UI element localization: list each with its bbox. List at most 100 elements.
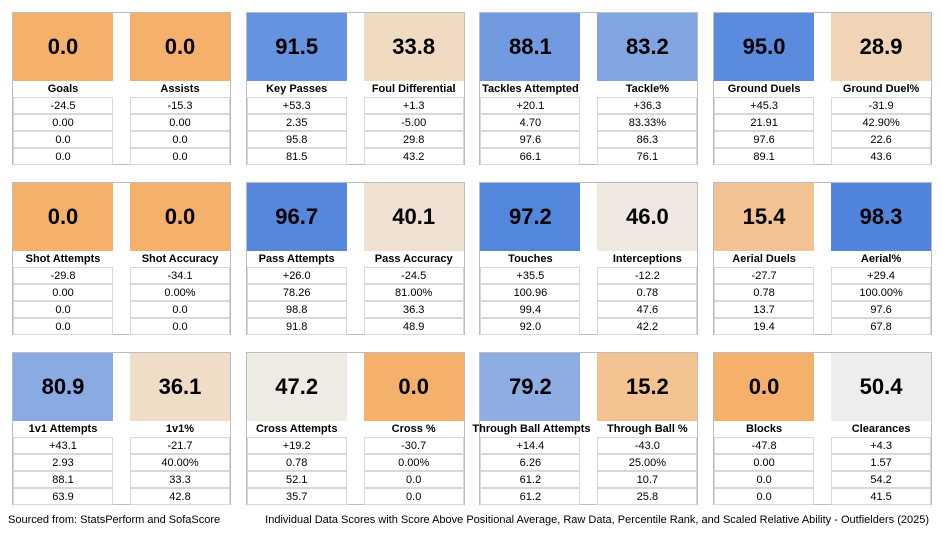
value-cell: 0.0 xyxy=(130,301,230,318)
value-cell: 0.00% xyxy=(363,454,464,471)
value-cell: 29.8 xyxy=(363,131,464,148)
value-cell: -31.9 xyxy=(831,97,932,114)
metric-label: Key Passes xyxy=(266,83,328,95)
metric-label: 1v1 Attempts xyxy=(28,423,98,435)
value-cell: 81.00% xyxy=(363,284,464,301)
score-box: 79.2 xyxy=(480,353,581,421)
value-cell: 21.91 xyxy=(714,114,815,131)
value-cell: 100.96 xyxy=(480,284,581,301)
value-cell: 99.4 xyxy=(480,301,581,318)
score-box: 83.2 xyxy=(597,13,698,81)
value-cell: 2.93 xyxy=(13,454,113,471)
value-cell: 98.8 xyxy=(246,301,347,318)
value-cell: +19.2 xyxy=(246,437,347,454)
value-cell: 100.00% xyxy=(831,284,932,301)
value-cell: -27.7 xyxy=(714,267,815,284)
value-cell: +29.4 xyxy=(831,267,932,284)
value-cell: 76.1 xyxy=(597,148,698,165)
value-cell: 0.0 xyxy=(13,131,113,148)
panel: 0.0 Blocks -47.8 0.00 0.0 0.0 50.4 Clearances +4… xyxy=(713,352,933,505)
value-cell: 81.5 xyxy=(246,148,347,165)
score-box: 95.0 xyxy=(714,13,815,81)
score-box: 46.0 xyxy=(597,183,698,251)
value-cell: 42.8 xyxy=(130,488,230,505)
value-cell: 0.0 xyxy=(714,471,815,488)
value-cell: -12.2 xyxy=(597,267,698,284)
value-cell: 97.6 xyxy=(480,131,581,148)
panel: 97.2 Touches +35.5 100.96 99.4 92.0 46.0 Interc… xyxy=(479,182,699,335)
value-cell: 0.0 xyxy=(13,148,113,165)
value-cell: 0.0 xyxy=(363,488,464,505)
value-cell: 4.70 xyxy=(480,114,581,131)
panel: 91.5 Key Passes +53.3 2.35 95.8 81.5 33.8 Foul … xyxy=(245,12,465,165)
score-box: 91.5 xyxy=(246,13,347,81)
value-cell: 0.00 xyxy=(13,284,113,301)
metric-label: Pass Attempts xyxy=(258,253,335,265)
value-cell: 6.26 xyxy=(480,454,581,471)
panel: 47.2 Cross Attempts +19.2 0.78 52.1 35.7 0.0 Cr… xyxy=(245,352,465,505)
metric-label: Ground Duel% xyxy=(842,83,920,95)
value-cell: +36.3 xyxy=(597,97,698,114)
metric-label: Interceptions xyxy=(612,253,682,265)
value-cell: -29.8 xyxy=(13,267,113,284)
score-box: 0.0 xyxy=(363,353,464,421)
value-cell: 0.0 xyxy=(13,301,113,318)
value-cell: 22.6 xyxy=(831,131,932,148)
value-cell: 0.78 xyxy=(597,284,698,301)
value-cell: 47.6 xyxy=(597,301,698,318)
value-cell: 0.00 xyxy=(13,114,113,131)
value-cell: 0.0 xyxy=(130,318,230,335)
score-box: 97.2 xyxy=(480,183,581,251)
score-box: 0.0 xyxy=(130,183,230,251)
value-cell: 43.2 xyxy=(363,148,464,165)
score-box: 50.4 xyxy=(831,353,932,421)
value-cell: 0.0 xyxy=(13,318,113,335)
metric-label: 1v1% xyxy=(165,423,195,435)
value-cell: 2.35 xyxy=(246,114,347,131)
value-cell: 78.26 xyxy=(246,284,347,301)
panel: 0.0 Shot Attempts -29.8 0.00 0.0 0.0 0.0 Shot A… xyxy=(12,182,231,335)
value-cell: 0.78 xyxy=(714,284,815,301)
value-cell: 0.00 xyxy=(714,454,815,471)
value-cell: 97.6 xyxy=(714,131,815,148)
value-cell: 89.1 xyxy=(714,148,815,165)
metric-label: Touches xyxy=(508,253,553,265)
value-cell: 25.8 xyxy=(597,488,698,505)
value-cell: 0.00 xyxy=(130,114,230,131)
value-cell: 13.7 xyxy=(714,301,815,318)
value-cell: 0.0 xyxy=(130,131,230,148)
value-cell: -24.5 xyxy=(13,97,113,114)
value-cell: 0.00% xyxy=(130,284,230,301)
value-cell: -30.7 xyxy=(363,437,464,454)
value-cell: -5.00 xyxy=(363,114,464,131)
value-cell: -21.7 xyxy=(130,437,230,454)
metric-label: Assists xyxy=(160,83,200,95)
value-cell: 0.0 xyxy=(130,148,230,165)
value-cell: 66.1 xyxy=(480,148,581,165)
score-box: 80.9 xyxy=(13,353,113,421)
score-box: 47.2 xyxy=(246,353,347,421)
value-cell: 97.6 xyxy=(831,301,932,318)
value-cell: +35.5 xyxy=(480,267,581,284)
value-cell: 61.2 xyxy=(480,471,581,488)
value-cell: 1.57 xyxy=(831,454,932,471)
metric-label: Cross % xyxy=(391,423,436,435)
metric-label: Through Ball Attempts xyxy=(472,423,591,435)
panel: 79.2 Through Ball Attempts +14.4 6.26 61.2 61… xyxy=(472,352,699,505)
metric-label: Tackle% xyxy=(625,83,669,95)
value-cell: -15.3 xyxy=(130,97,230,114)
metric-label: Blocks xyxy=(746,423,783,435)
metric-label: Foul Differential xyxy=(371,83,456,95)
value-cell: 83.33% xyxy=(597,114,698,131)
score-box: 96.7 xyxy=(246,183,347,251)
metric-label: Aerial Duels xyxy=(732,253,796,265)
metric-label: Shot Attempts xyxy=(25,253,101,265)
panel: 0.0 Goals -24.5 0.00 0.0 0.0 0.0 Assists -15.3 0.… xyxy=(12,12,231,165)
score-box: 0.0 xyxy=(714,353,815,421)
metric-label: Through Ball % xyxy=(607,423,688,435)
value-cell: 0.0 xyxy=(714,488,815,505)
value-cell: 54.2 xyxy=(831,471,932,488)
panel: 80.9 1v1 Attempts +43.1 2.93 88.1 63.9 36.1 1v1… xyxy=(12,352,231,505)
value-cell: 10.7 xyxy=(597,471,698,488)
